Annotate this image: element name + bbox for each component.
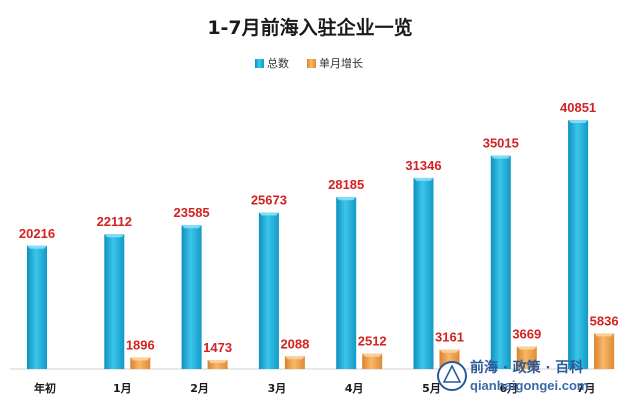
data-label-monthly-5: 3161 <box>435 330 464 345</box>
chart-title: 1-7月前海入驻企业一览 <box>207 16 412 39</box>
data-label-monthly-1: 1896 <box>126 337 155 352</box>
bar-top-total-5 <box>413 177 434 181</box>
bar-top-monthly-7 <box>594 333 615 337</box>
bar-total-0 <box>27 245 47 369</box>
x-tick-label-1: 1月 <box>113 382 132 395</box>
chart-marks: 20216 年初 22112 1896 1月 23585 1473 2月 25673 2088 3月… <box>19 100 619 395</box>
bar-monthly-7 <box>594 333 615 369</box>
bar-top-monthly-5 <box>439 349 460 353</box>
x-tick-label-5: 5月 <box>422 382 441 395</box>
x-tick-label-7: 7月 <box>577 382 596 395</box>
bar-monthly-1 <box>130 357 151 369</box>
x-tick-label-0: 年初 <box>34 381 56 395</box>
data-label-total-5: 31346 <box>405 158 441 173</box>
watermark-text-en: qianhaigongei.com <box>470 378 588 393</box>
watermark: 前海 · 政策 · 百科 qianhaigongei.com <box>437 359 588 393</box>
data-label-monthly-7: 5836 <box>590 313 619 328</box>
bar-total-1 <box>104 234 125 369</box>
legend-swatch-monthly <box>307 59 316 68</box>
bar-monthly-6 <box>516 346 537 369</box>
legend-swatch-total <box>255 59 264 68</box>
bar-top-monthly-3 <box>284 356 305 360</box>
bar-monthly-2 <box>207 360 228 369</box>
bar-top-total-6 <box>490 155 511 159</box>
x-tick-label-3: 3月 <box>268 382 287 395</box>
bar-total-5 <box>413 177 434 369</box>
data-label-total-6: 35015 <box>483 136 519 151</box>
bar-top-total-0 <box>27 245 47 249</box>
bar-total-4 <box>336 197 357 369</box>
data-label-monthly-3: 2088 <box>280 336 309 351</box>
x-tick-label-2: 2月 <box>190 382 209 395</box>
legend: 总数 单月增长 <box>255 56 363 70</box>
bar-top-monthly-1 <box>130 357 151 361</box>
x-tick-label-6: 6月 <box>499 382 518 395</box>
bar-top-total-1 <box>104 234 125 238</box>
bar-top-total-3 <box>258 212 279 216</box>
bar-top-total-4 <box>336 197 357 201</box>
data-label-monthly-2: 1473 <box>203 340 232 355</box>
bar-monthly-4 <box>362 353 383 369</box>
data-label-monthly-6: 3669 <box>512 327 541 342</box>
bar-top-monthly-6 <box>516 346 537 350</box>
data-label-total-1: 22112 <box>97 214 132 229</box>
bar-total-3 <box>258 212 279 369</box>
data-label-monthly-4: 2512 <box>358 334 387 349</box>
bar-total-6 <box>490 155 511 369</box>
bar-total-2 <box>181 225 202 369</box>
bar-monthly-3 <box>284 356 305 369</box>
watermark-logo-icon <box>437 361 467 391</box>
data-label-total-2: 23585 <box>174 205 210 220</box>
data-label-total-4: 28185 <box>328 177 364 192</box>
legend-label-total: 总数 <box>267 56 289 70</box>
watermark-text-cn: 前海 · 政策 · 百科 <box>470 359 583 376</box>
legend-label-monthly: 单月增长 <box>319 56 363 70</box>
x-tick-label-4: 4月 <box>345 382 364 395</box>
bar-total-7 <box>568 120 589 369</box>
watermark-logo-mark-icon <box>442 364 462 383</box>
bar-top-monthly-2 <box>207 360 228 364</box>
bar-top-total-7 <box>568 120 589 123</box>
bar-top-total-2 <box>181 225 202 229</box>
data-label-total-7: 40851 <box>560 100 596 115</box>
bar-top-monthly-4 <box>362 353 383 357</box>
data-label-total-3: 25673 <box>251 193 287 208</box>
data-label-total-0: 20216 <box>19 226 55 241</box>
